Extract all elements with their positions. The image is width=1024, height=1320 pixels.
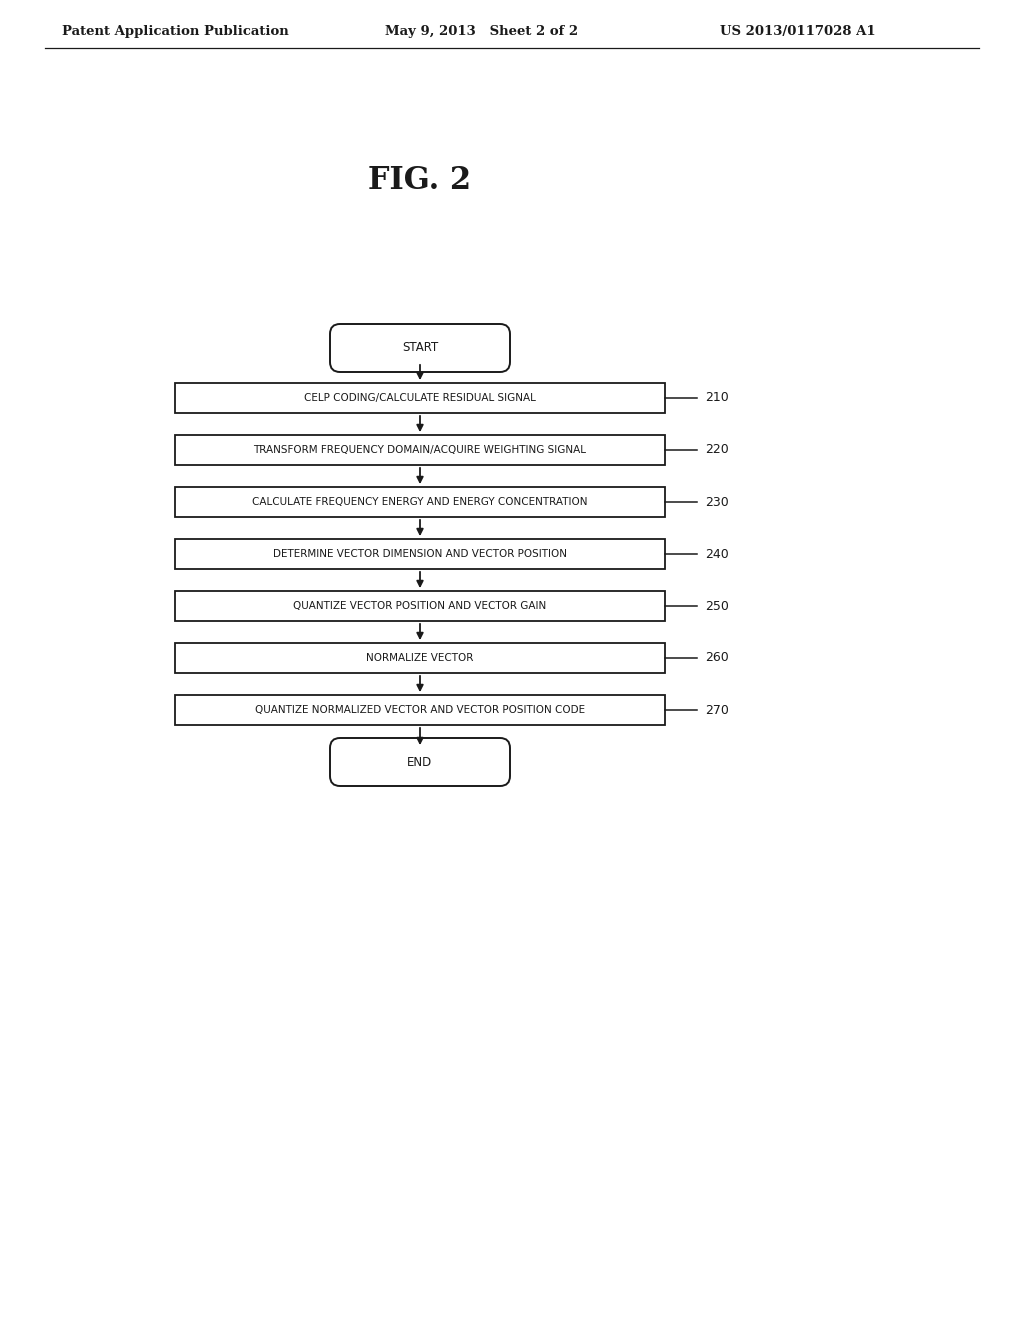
Text: 270: 270 <box>705 704 729 717</box>
Text: END: END <box>408 755 432 768</box>
Text: FIG. 2: FIG. 2 <box>369 165 472 195</box>
FancyBboxPatch shape <box>330 738 510 785</box>
Text: Patent Application Publication: Patent Application Publication <box>62 25 289 38</box>
Text: US 2013/0117028 A1: US 2013/0117028 A1 <box>720 25 876 38</box>
Text: TRANSFORM FREQUENCY DOMAIN/ACQUIRE WEIGHTING SIGNAL: TRANSFORM FREQUENCY DOMAIN/ACQUIRE WEIGH… <box>254 445 587 455</box>
FancyBboxPatch shape <box>175 436 665 465</box>
Text: QUANTIZE VECTOR POSITION AND VECTOR GAIN: QUANTIZE VECTOR POSITION AND VECTOR GAIN <box>293 601 547 611</box>
Text: 220: 220 <box>705 444 729 457</box>
Text: START: START <box>401 342 438 355</box>
Text: DETERMINE VECTOR DIMENSION AND VECTOR POSITION: DETERMINE VECTOR DIMENSION AND VECTOR PO… <box>273 549 567 558</box>
Text: CALCULATE FREQUENCY ENERGY AND ENERGY CONCENTRATION: CALCULATE FREQUENCY ENERGY AND ENERGY CO… <box>252 498 588 507</box>
FancyBboxPatch shape <box>175 643 665 673</box>
Text: May 9, 2013   Sheet 2 of 2: May 9, 2013 Sheet 2 of 2 <box>385 25 579 38</box>
FancyBboxPatch shape <box>175 487 665 517</box>
FancyBboxPatch shape <box>175 591 665 620</box>
Text: 210: 210 <box>705 392 729 404</box>
FancyBboxPatch shape <box>175 539 665 569</box>
FancyBboxPatch shape <box>175 696 665 725</box>
Text: 230: 230 <box>705 495 729 508</box>
Text: 260: 260 <box>705 652 729 664</box>
Text: 240: 240 <box>705 548 729 561</box>
Text: CELP CODING/CALCULATE RESIDUAL SIGNAL: CELP CODING/CALCULATE RESIDUAL SIGNAL <box>304 393 536 403</box>
Text: 250: 250 <box>705 599 729 612</box>
Text: QUANTIZE NORMALIZED VECTOR AND VECTOR POSITION CODE: QUANTIZE NORMALIZED VECTOR AND VECTOR PO… <box>255 705 585 715</box>
FancyBboxPatch shape <box>175 383 665 413</box>
Text: NORMALIZE VECTOR: NORMALIZE VECTOR <box>367 653 474 663</box>
FancyBboxPatch shape <box>330 323 510 372</box>
